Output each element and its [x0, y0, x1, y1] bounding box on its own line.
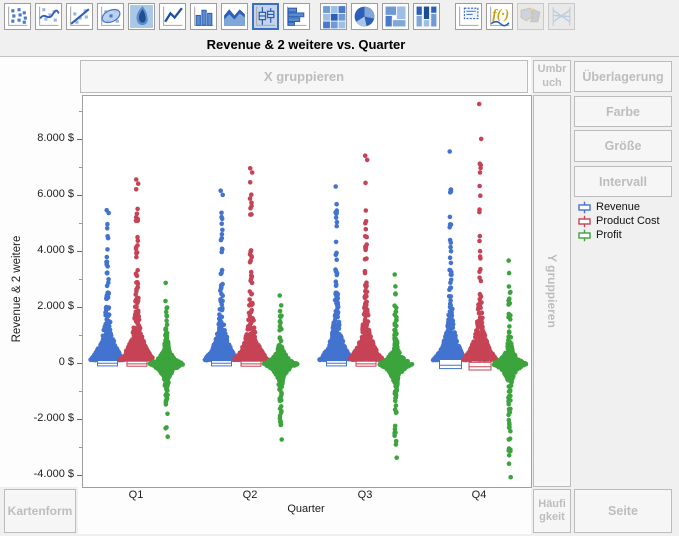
- dropzone-frequency[interactable]: Häufigkeit: [533, 489, 571, 533]
- y-tick-label: 4.000 $: [37, 244, 74, 257]
- dropzone-wrap[interactable]: Umbruch: [533, 60, 571, 93]
- pie-icon[interactable]: [351, 3, 378, 30]
- y-minor-tick-mark: [79, 335, 82, 337]
- jittered-points-plot: [88, 101, 529, 480]
- dropzone-size[interactable]: Größe: [574, 130, 672, 162]
- heatmap-icon[interactable]: [320, 3, 347, 30]
- svg-text:f(·): f(·): [492, 7, 509, 23]
- smoother-icon[interactable]: [35, 3, 62, 30]
- y-tick-mark: [77, 418, 82, 420]
- y-tick-mark: [77, 474, 82, 476]
- dropzone-page[interactable]: Seite: [574, 489, 672, 533]
- legend-item-label: Profit: [596, 229, 622, 241]
- area-icon[interactable]: [221, 3, 248, 30]
- panel-separator: [0, 56, 679, 57]
- y-tick-label: 6.000 $: [37, 188, 74, 201]
- ellipse-icon[interactable]: [97, 3, 124, 30]
- caption-box-icon[interactable]: [455, 3, 482, 30]
- legend: Revenue Product Cost Profit: [577, 200, 660, 242]
- y-minor-tick-mark: [79, 223, 82, 225]
- y-minor-tick-mark: [79, 390, 82, 392]
- legend-item[interactable]: Product Cost: [577, 214, 660, 228]
- plot-area[interactable]: [82, 95, 532, 488]
- y-tick-label: 0 $: [58, 356, 74, 368]
- box-plot-marker-icon: [578, 201, 591, 213]
- y-axis-title: Revenue & 2 weitere: [11, 235, 23, 343]
- y-tick-mark: [77, 251, 82, 253]
- dropzone-overlay[interactable]: Überlagerung: [574, 61, 672, 92]
- chart-title: Revenue & 2 weitere vs. Quarter: [206, 37, 406, 52]
- bar-icon[interactable]: [190, 3, 217, 30]
- dropzone-map-shape[interactable]: Kartenform: [4, 489, 76, 533]
- dropzone-x-group[interactable]: X gruppieren: [80, 60, 528, 93]
- formula-icon[interactable]: f(·): [486, 3, 513, 30]
- y-tick-mark: [77, 363, 82, 364]
- map-shapes-icon: [517, 3, 544, 30]
- y-tick-label: 2.000 $: [37, 300, 74, 313]
- line-of-fit-icon[interactable]: [66, 3, 93, 30]
- legend-item[interactable]: Revenue: [577, 200, 660, 214]
- treemap-icon[interactable]: [382, 3, 409, 30]
- y-minor-tick-mark: [79, 446, 82, 448]
- y-tick-mark: [77, 139, 82, 141]
- dropzone-y-group-label: Y gruppieren: [545, 254, 559, 328]
- parallel-icon: [548, 3, 575, 30]
- dropzone-interval[interactable]: Intervall: [574, 166, 672, 197]
- legend-item-label: Revenue: [596, 201, 641, 213]
- mosaic-icon[interactable]: [413, 3, 440, 30]
- y-tick-mark: [77, 307, 82, 309]
- x-tick-label: Q3: [357, 489, 373, 501]
- dropzone-color[interactable]: Farbe: [574, 96, 672, 127]
- box-plot-icon[interactable]: [252, 3, 279, 30]
- line-icon[interactable]: [159, 3, 186, 30]
- y-minor-tick-mark: [79, 111, 82, 113]
- box-plot-marker-icon: [578, 229, 591, 241]
- contour-icon[interactable]: [128, 3, 155, 30]
- histogram-icon[interactable]: [283, 3, 310, 30]
- dropzone-y-group[interactable]: Y gruppieren: [533, 95, 571, 487]
- x-tick-label: Q1: [128, 489, 144, 501]
- x-tick-label: Q4: [471, 489, 487, 501]
- y-minor-tick-mark: [79, 167, 82, 169]
- y-tick-label: -2.000 $: [33, 411, 74, 424]
- box-plot-marker-icon: [578, 215, 591, 227]
- legend-item[interactable]: Profit: [577, 228, 660, 242]
- y-tick-mark: [77, 195, 82, 197]
- x-axis-title: Quarter: [287, 503, 325, 515]
- legend-item-label: Product Cost: [596, 215, 660, 227]
- chart-type-toolbar: f(·): [0, 0, 679, 34]
- points-icon[interactable]: [4, 3, 31, 30]
- y-tick-label: -4.000 $: [33, 467, 74, 480]
- y-minor-tick-mark: [79, 279, 82, 281]
- graph-panel-background-bottom: [78, 487, 531, 534]
- y-tick-label: 8.000 $: [37, 132, 74, 145]
- x-tick-label: Q2: [242, 489, 258, 501]
